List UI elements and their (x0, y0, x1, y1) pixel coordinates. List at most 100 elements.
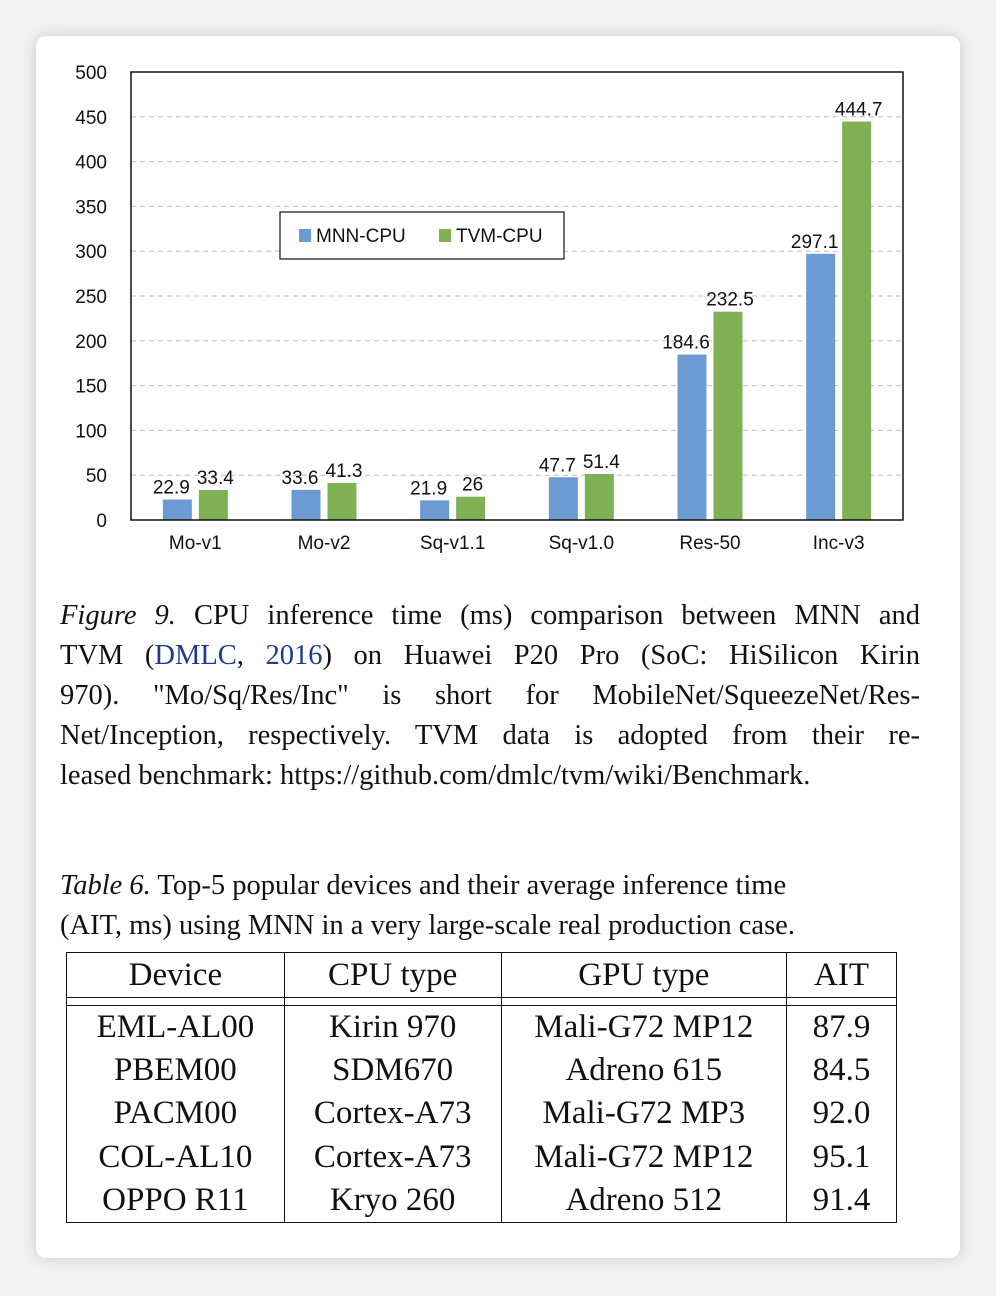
data-label: 26 (462, 475, 483, 496)
y-tick-label: 0 (96, 511, 107, 532)
x-tick-label: Mo-v1 (169, 533, 222, 554)
cell-ait: 91.4 (786, 1179, 897, 1223)
header-gap (66, 997, 897, 1006)
data-label: 51.4 (583, 452, 620, 473)
bar-mnn-cpu (291, 489, 321, 520)
bar-chart: 0 50 100 150 200 250 300 350 400 450 500 22.9 33.4 3… (75, 63, 904, 554)
bar-tvm-cpu (584, 473, 614, 520)
chart-bars (162, 121, 872, 520)
x-tick-label: Res-50 (679, 533, 740, 554)
legend-swatch (439, 229, 451, 242)
cell-gpu: Adreno 512 (500, 1179, 788, 1223)
figure-label: Figure 9. (60, 600, 176, 631)
bar-mnn-cpu (677, 354, 707, 520)
bar-mnn-cpu (162, 499, 192, 520)
y-tick-label: 50 (86, 466, 107, 487)
x-tick-label: Mo-v2 (298, 533, 351, 554)
x-tick-label: Inc-v3 (813, 533, 865, 554)
header-gpu-type: GPU type (500, 952, 788, 998)
y-tick-label: 100 (75, 421, 107, 442)
data-label: 41.3 (326, 461, 363, 482)
header-ait: AIT (786, 952, 897, 998)
y-tick-label: 350 (75, 197, 107, 218)
data-labels: 22.9 33.4 33.6 41.3 21.9 26 47.7 51.4 184.6 232.5… (153, 100, 883, 500)
bar-mnn-cpu (548, 477, 578, 520)
bar-mnn-cpu (806, 253, 836, 520)
figure-caption-line1: CPU inference time (ms) comparison betwe… (175, 600, 921, 631)
legend-swatch (299, 229, 311, 242)
table-row: EML-AL00 Kirin 970 Mali-G72 MP12 87.9 (66, 1005, 897, 1049)
table-row: OPPO R11 Kryo 260 Adreno 512 91.4 (66, 1179, 897, 1223)
cell-gpu: Mali-G72 MP12 (500, 1005, 788, 1049)
data-label: 33.4 (197, 468, 234, 489)
header-device: Device (66, 952, 285, 998)
cell-device: PACM00 (66, 1092, 285, 1136)
y-axis-ticks: 0 50 100 150 200 250 300 350 400 450 500 (75, 63, 107, 532)
header-cpu-type: CPU type (283, 952, 502, 998)
devices-table: Device CPU type GPU type AIT EML-AL00 Ki… (66, 952, 897, 1223)
bar-mnn-cpu (420, 500, 450, 520)
data-label: 47.7 (539, 455, 576, 476)
bar-tvm-cpu (456, 496, 486, 520)
bar-tvm-cpu (327, 482, 357, 520)
citation-link-author[interactable]: DMLC (154, 640, 237, 671)
cell-ait: 92.0 (786, 1092, 897, 1136)
data-label: 22.9 (153, 477, 190, 498)
legend-label: TVM-CPU (456, 226, 543, 247)
cell-device: EML-AL00 (66, 1005, 285, 1049)
cell-device: PBEM00 (66, 1048, 285, 1093)
cell-ait: 84.5 (786, 1048, 897, 1093)
x-tick-label: Sq-v1.1 (420, 533, 485, 554)
table-caption-line2: (AIT, ms) using MNN in a very large-scal… (60, 910, 795, 941)
citation-link-year[interactable]: 2016 (265, 640, 323, 671)
table-label: Table 6. (60, 870, 151, 901)
chart-gridlines (131, 116, 903, 476)
cell-cpu: Cortex-A73 (283, 1092, 502, 1136)
data-label: 444.7 (835, 100, 883, 121)
table-row: PACM00 Cortex-A73 Mali-G72 MP3 92.0 (66, 1092, 897, 1136)
legend-label: MNN-CPU (316, 226, 406, 247)
cell-cpu: Cortex-A73 (283, 1135, 502, 1180)
y-tick-label: 250 (75, 287, 107, 308)
bar-tvm-cpu (198, 490, 228, 520)
legend-box (279, 211, 565, 260)
figure-caption-line3: 970). "Mo/Sq/Res/Inc" is short for Mobil… (60, 680, 920, 711)
cell-cpu: SDM670 (283, 1048, 502, 1093)
y-tick-label: 300 (75, 242, 107, 263)
figure-caption: Figure 9. CPU inference time (ms) compar… (60, 596, 920, 796)
cell-ait: 95.1 (786, 1135, 897, 1180)
figure-caption-line4: Net/Inception, respectively. TVM data is… (60, 720, 920, 751)
table-header-row: Device CPU type GPU type AIT (66, 952, 897, 998)
data-label: 232.5 (706, 290, 754, 311)
data-label: 184.6 (662, 333, 710, 354)
cell-device: COL-AL10 (66, 1135, 285, 1180)
figure-caption-line2-end: ) on Huawei P20 Pro (SoC: HiSilicon Kiri… (322, 640, 920, 671)
citation-separator: , (236, 640, 266, 671)
figure-caption-line5: leased benchmark: https://github.com/dml… (60, 760, 811, 791)
cell-ait: 87.9 (786, 1005, 897, 1049)
x-tick-label: Sq-v1.0 (549, 533, 614, 554)
bar-tvm-cpu (713, 311, 743, 520)
cell-gpu: Adreno 615 (500, 1048, 788, 1093)
table-row: PBEM00 SDM670 Adreno 615 84.5 (66, 1048, 897, 1093)
y-tick-label: 400 (75, 153, 107, 174)
plot-frame (130, 71, 904, 521)
data-label: 21.9 (410, 478, 447, 499)
table-caption: Table 6. Top-5 popular devices and their… (60, 866, 930, 946)
cell-cpu: Kirin 970 (283, 1005, 502, 1049)
y-tick-label: 500 (75, 63, 107, 84)
chart-legend: MNN-CPU TVM-CPU (279, 211, 565, 260)
cell-device: OPPO R11 (66, 1179, 285, 1223)
cell-gpu: Mali-G72 MP3 (500, 1092, 788, 1136)
table-row: COL-AL10 Cortex-A73 Mali-G72 MP12 95.1 (66, 1135, 897, 1180)
y-tick-label: 150 (75, 377, 107, 398)
x-axis-ticks: Mo-v1 Mo-v2 Sq-v1.1 Sq-v1.0 Res-50 Inc-v3 (169, 533, 865, 554)
y-tick-label: 200 (75, 332, 107, 353)
figure-caption-line2-start: TVM ( (60, 640, 155, 671)
data-label: 297.1 (791, 232, 839, 253)
y-tick-label: 450 (75, 108, 107, 129)
table-caption-line1: Top-5 popular devices and their average … (150, 870, 787, 901)
cell-cpu: Kryo 260 (283, 1179, 502, 1223)
bar-tvm-cpu (842, 121, 872, 520)
data-label: 33.6 (282, 468, 319, 489)
